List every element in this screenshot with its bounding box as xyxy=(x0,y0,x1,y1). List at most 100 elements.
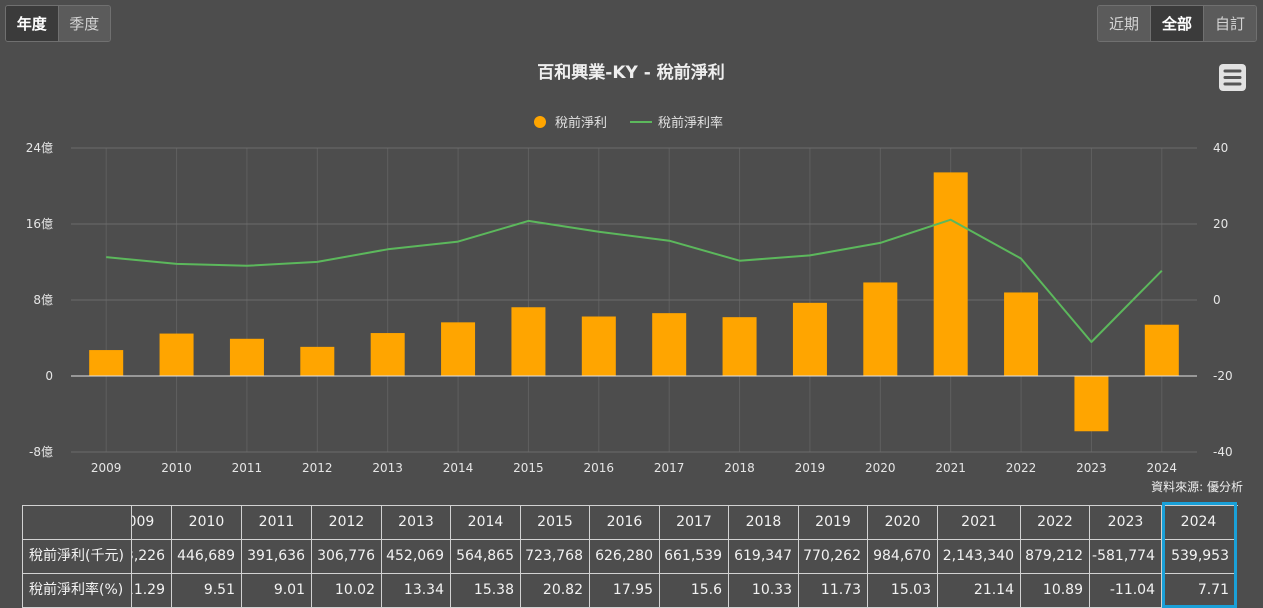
bar-2021[interactable] xyxy=(933,172,968,376)
margin-point-2015[interactable] xyxy=(524,217,532,225)
table-cell-pretax-income: 661,539 xyxy=(660,540,729,574)
margin-point-2020[interactable] xyxy=(876,239,884,247)
annual-button[interactable]: 年度 xyxy=(6,6,58,41)
margin-point-2009[interactable] xyxy=(102,253,110,261)
range-toggle: 近期 全部 自訂 xyxy=(1097,5,1257,42)
table-cell-pretax-margin: 11.29 xyxy=(132,574,172,608)
left-axis-tick-label: -8億 xyxy=(29,445,53,459)
table-header-year: 2020 xyxy=(868,506,938,540)
table-header-year: 2012 xyxy=(312,506,382,540)
quarterly-button[interactable]: 季度 xyxy=(57,6,110,41)
bar-2014[interactable] xyxy=(441,322,476,376)
margin-point-2010[interactable] xyxy=(173,260,181,268)
table-cell-pretax-income: 564,865 xyxy=(451,540,521,574)
data-source-note: 資料來源: 優分析 xyxy=(1151,480,1243,494)
table-cell-pretax-income: 770,262 xyxy=(799,540,868,574)
legend-item-pretax-margin[interactable]: 稅前淨利率 xyxy=(630,115,723,131)
table-header-year: 2023 xyxy=(1090,506,1162,540)
bar-2018[interactable] xyxy=(722,317,757,376)
left-axis-tick-label: 16億 xyxy=(26,217,53,231)
table-cell-pretax-income: 3,226 xyxy=(132,540,172,574)
table-cell-pretax-margin: 15.6 xyxy=(660,574,729,608)
bar-2024[interactable] xyxy=(1144,324,1179,376)
right-axis-tick-label: -40 xyxy=(1213,445,1233,459)
table-cell-pretax-income: 306,776 xyxy=(312,540,382,574)
left-axis-tick-label: 24億 xyxy=(26,141,53,155)
recent-range-button[interactable]: 近期 xyxy=(1098,6,1150,41)
table-cell-pretax-income: 723,768 xyxy=(521,540,590,574)
table-header-year: 2024 xyxy=(1162,506,1236,540)
table-cell-pretax-income: 2,143,340 xyxy=(938,540,1021,574)
table-cell-pretax-margin: 9.01 xyxy=(242,574,312,608)
table-cell-pretax-margin: 13.34 xyxy=(382,574,451,608)
margin-point-2011[interactable] xyxy=(243,262,251,270)
table-cell-pretax-income: 452,069 xyxy=(382,540,451,574)
table-cell-pretax-income: 879,212 xyxy=(1021,540,1090,574)
table-header-year: 2018 xyxy=(729,506,799,540)
legend-bar-marker xyxy=(534,116,546,128)
table-cell-pretax-margin: 21.14 xyxy=(938,574,1021,608)
bar-2022[interactable] xyxy=(1004,292,1039,376)
table-header-year: 2016 xyxy=(590,506,660,540)
table-cell-pretax-income: 391,636 xyxy=(242,540,312,574)
legend-label: 稅前淨利率 xyxy=(658,115,723,131)
bar-2017[interactable] xyxy=(652,313,687,376)
bar-2019[interactable] xyxy=(792,302,827,376)
margin-point-2024[interactable] xyxy=(1158,267,1166,275)
x-axis-tick-label: 2017 xyxy=(654,461,685,475)
bar-2020[interactable] xyxy=(863,282,898,376)
chart-menu-button[interactable] xyxy=(1219,64,1246,91)
table-header-year: 2019 xyxy=(799,506,868,540)
menu-icon xyxy=(1223,69,1242,86)
table-cell-pretax-income: -581,774 xyxy=(1090,540,1162,574)
period-toggle: 年度 季度 xyxy=(5,5,111,42)
margin-point-2021[interactable] xyxy=(947,216,955,224)
x-axis-tick-label: 2010 xyxy=(161,461,192,475)
x-axis-tick-label: 2019 xyxy=(795,461,826,475)
bar-2016[interactable] xyxy=(581,316,616,376)
bar-2015[interactable] xyxy=(511,307,546,376)
bar-2012[interactable] xyxy=(300,346,335,376)
x-axis-tick-label: 2009 xyxy=(91,461,122,475)
bar-2023[interactable] xyxy=(1074,376,1109,432)
margin-point-2016[interactable] xyxy=(595,228,603,236)
table-header-year: 2014 xyxy=(451,506,521,540)
margin-point-2012[interactable] xyxy=(313,258,321,266)
table-cell-pretax-margin: 17.95 xyxy=(590,574,660,608)
custom-range-button[interactable]: 自訂 xyxy=(1203,6,1256,41)
table-row-label: 稅前淨利(千元) xyxy=(23,540,132,574)
table-cell-pretax-margin: 7.71 xyxy=(1162,574,1236,608)
margin-point-2017[interactable] xyxy=(665,237,673,245)
x-axis-tick-label: 2014 xyxy=(443,461,474,475)
x-axis-tick-label: 2024 xyxy=(1147,461,1178,475)
table-cell-pretax-income: 626,280 xyxy=(590,540,660,574)
table-cell-pretax-margin: 9.51 xyxy=(172,574,242,608)
margin-point-2018[interactable] xyxy=(736,257,744,265)
bar-2010[interactable] xyxy=(159,333,194,376)
x-axis-tick-label: 2022 xyxy=(1006,461,1037,475)
table-header-year: 2017 xyxy=(660,506,729,540)
x-axis-tick-label: 2016 xyxy=(584,461,615,475)
table-cell-pretax-margin: 10.02 xyxy=(312,574,382,608)
chart-title: 百和興業-KY - 稅前淨利 xyxy=(537,62,724,83)
table-header-year: 2011 xyxy=(242,506,312,540)
right-axis-tick-label: 0 xyxy=(1213,293,1221,307)
margin-point-2022[interactable] xyxy=(1017,255,1025,263)
margin-point-2013[interactable] xyxy=(384,245,392,253)
margin-point-2014[interactable] xyxy=(454,238,462,246)
x-axis-tick-label: 2011 xyxy=(232,461,263,475)
data-table: 20093,22611.292010446,6899.512011391,636… xyxy=(132,506,1238,608)
margin-point-2023[interactable] xyxy=(1087,338,1095,346)
margin-point-2019[interactable] xyxy=(806,251,814,259)
x-axis-tick-label: 2021 xyxy=(935,461,966,475)
bar-2011[interactable] xyxy=(229,338,264,376)
all-range-button[interactable]: 全部 xyxy=(1150,6,1203,41)
pretax-margin-line xyxy=(106,218,1163,343)
legend-item-pretax-income[interactable]: 稅前淨利 xyxy=(534,115,607,131)
table-cell-pretax-margin: 15.03 xyxy=(868,574,938,608)
table-cell-pretax-margin: 20.82 xyxy=(521,574,590,608)
bar-2013[interactable] xyxy=(370,333,405,376)
data-table-scroll-area[interactable]: 20093,22611.292010446,6899.512011391,636… xyxy=(132,505,1238,608)
table-header-year: 2022 xyxy=(1021,506,1090,540)
bar-2009[interactable] xyxy=(89,350,124,376)
